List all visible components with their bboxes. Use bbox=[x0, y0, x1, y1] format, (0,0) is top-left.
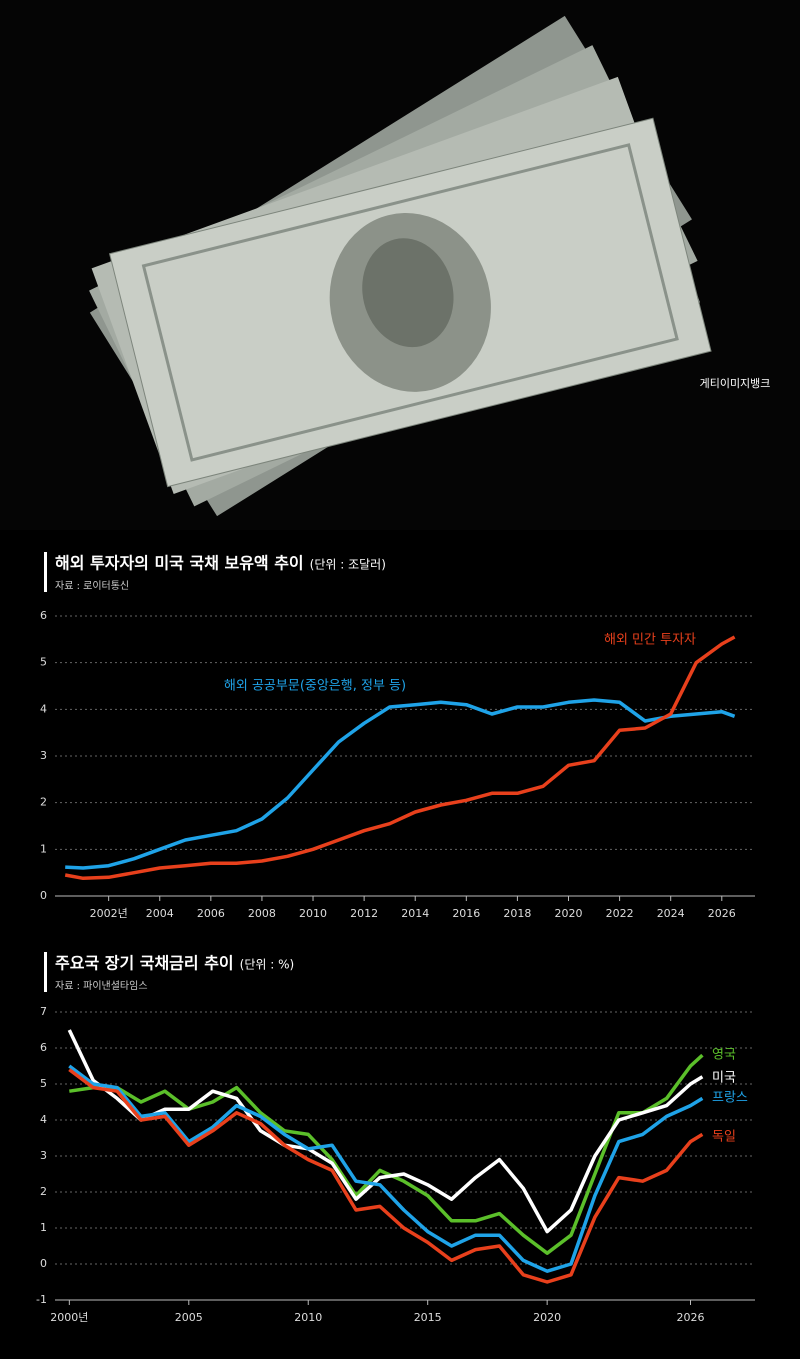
x-tick-label: 2012 bbox=[350, 907, 378, 920]
x-tick-label: 2020 bbox=[555, 907, 583, 920]
y-tick-label: 1 bbox=[40, 842, 47, 855]
x-tick-label: 2004 bbox=[146, 907, 174, 920]
x-tick-label: 2026 bbox=[676, 1311, 704, 1324]
y-tick-label: 4 bbox=[40, 1113, 47, 1126]
y-tick-label: 2 bbox=[40, 1185, 47, 1198]
y-tick-label: -1 bbox=[36, 1293, 47, 1306]
y-tick-label: 1 bbox=[40, 1221, 47, 1234]
series-label: 프랑스 bbox=[712, 1091, 748, 1106]
series-label: 해외 민간 투자자 bbox=[604, 633, 696, 648]
y-tick-label: 7 bbox=[40, 1005, 47, 1018]
y-tick-label: 0 bbox=[40, 1257, 47, 1270]
y-tick-label: 5 bbox=[40, 1077, 47, 1090]
chart-source: 자료 : 로이터통신 bbox=[55, 580, 129, 592]
x-tick-label: 2005 bbox=[175, 1311, 203, 1324]
x-tick-label: 2022 bbox=[606, 907, 634, 920]
chart-unit: (단위 : 조달러) bbox=[310, 558, 386, 572]
y-tick-label: 4 bbox=[40, 702, 47, 715]
x-tick-label: 2026 bbox=[708, 907, 736, 920]
x-tick-label: 2008 bbox=[248, 907, 276, 920]
x-tick-label: 2000년 bbox=[50, 1311, 88, 1324]
y-tick-label: 6 bbox=[40, 609, 47, 622]
bills bbox=[89, 15, 712, 517]
chart-title: 주요국 장기 국채금리 추이 bbox=[55, 954, 234, 973]
series-line bbox=[64, 635, 736, 881]
series-line bbox=[69, 1053, 704, 1255]
chart-title: 해외 투자자의 미국 국채 보유액 추이 bbox=[55, 554, 304, 573]
y-tick-label: 2 bbox=[40, 796, 47, 809]
series-line bbox=[68, 1064, 704, 1273]
title-bar bbox=[44, 952, 47, 992]
y-tick-label: 5 bbox=[40, 656, 47, 669]
y-tick-label: 3 bbox=[40, 1149, 47, 1162]
y-tick-label: 6 bbox=[40, 1041, 47, 1054]
x-tick-label: 2015 bbox=[414, 1311, 442, 1324]
x-tick-label: 2020 bbox=[533, 1311, 561, 1324]
title-bar bbox=[44, 552, 47, 592]
series-label: 해외 공공부문(중앙은행, 정부 등) bbox=[224, 678, 406, 694]
series-label: 영국 bbox=[712, 1048, 736, 1063]
series-label: 독일 bbox=[712, 1130, 736, 1145]
chart-source: 자료 : 파이낸셜타임스 bbox=[55, 979, 148, 992]
photo: 게티이미지뱅크 bbox=[0, 0, 800, 530]
x-tick-label: 2014 bbox=[401, 907, 429, 920]
chart-unit: (단위 : %) bbox=[240, 958, 295, 972]
y-tick-label: 0 bbox=[40, 889, 47, 902]
x-tick-label: 2002년 bbox=[90, 907, 128, 920]
x-tick-label: 2010 bbox=[299, 907, 327, 920]
series-line bbox=[65, 698, 736, 870]
x-tick-label: 2006 bbox=[197, 907, 225, 920]
y-tick-label: 3 bbox=[40, 749, 47, 762]
x-tick-label: 2024 bbox=[657, 907, 685, 920]
x-tick-label: 2010 bbox=[294, 1311, 322, 1324]
x-tick-label: 2018 bbox=[503, 907, 531, 920]
photo-credit: 게티이미지뱅크 bbox=[700, 377, 771, 390]
x-tick-label: 2016 bbox=[452, 907, 480, 920]
series-line bbox=[68, 1068, 704, 1284]
series-label: 미국 bbox=[712, 1071, 736, 1086]
series-line bbox=[67, 1029, 704, 1234]
